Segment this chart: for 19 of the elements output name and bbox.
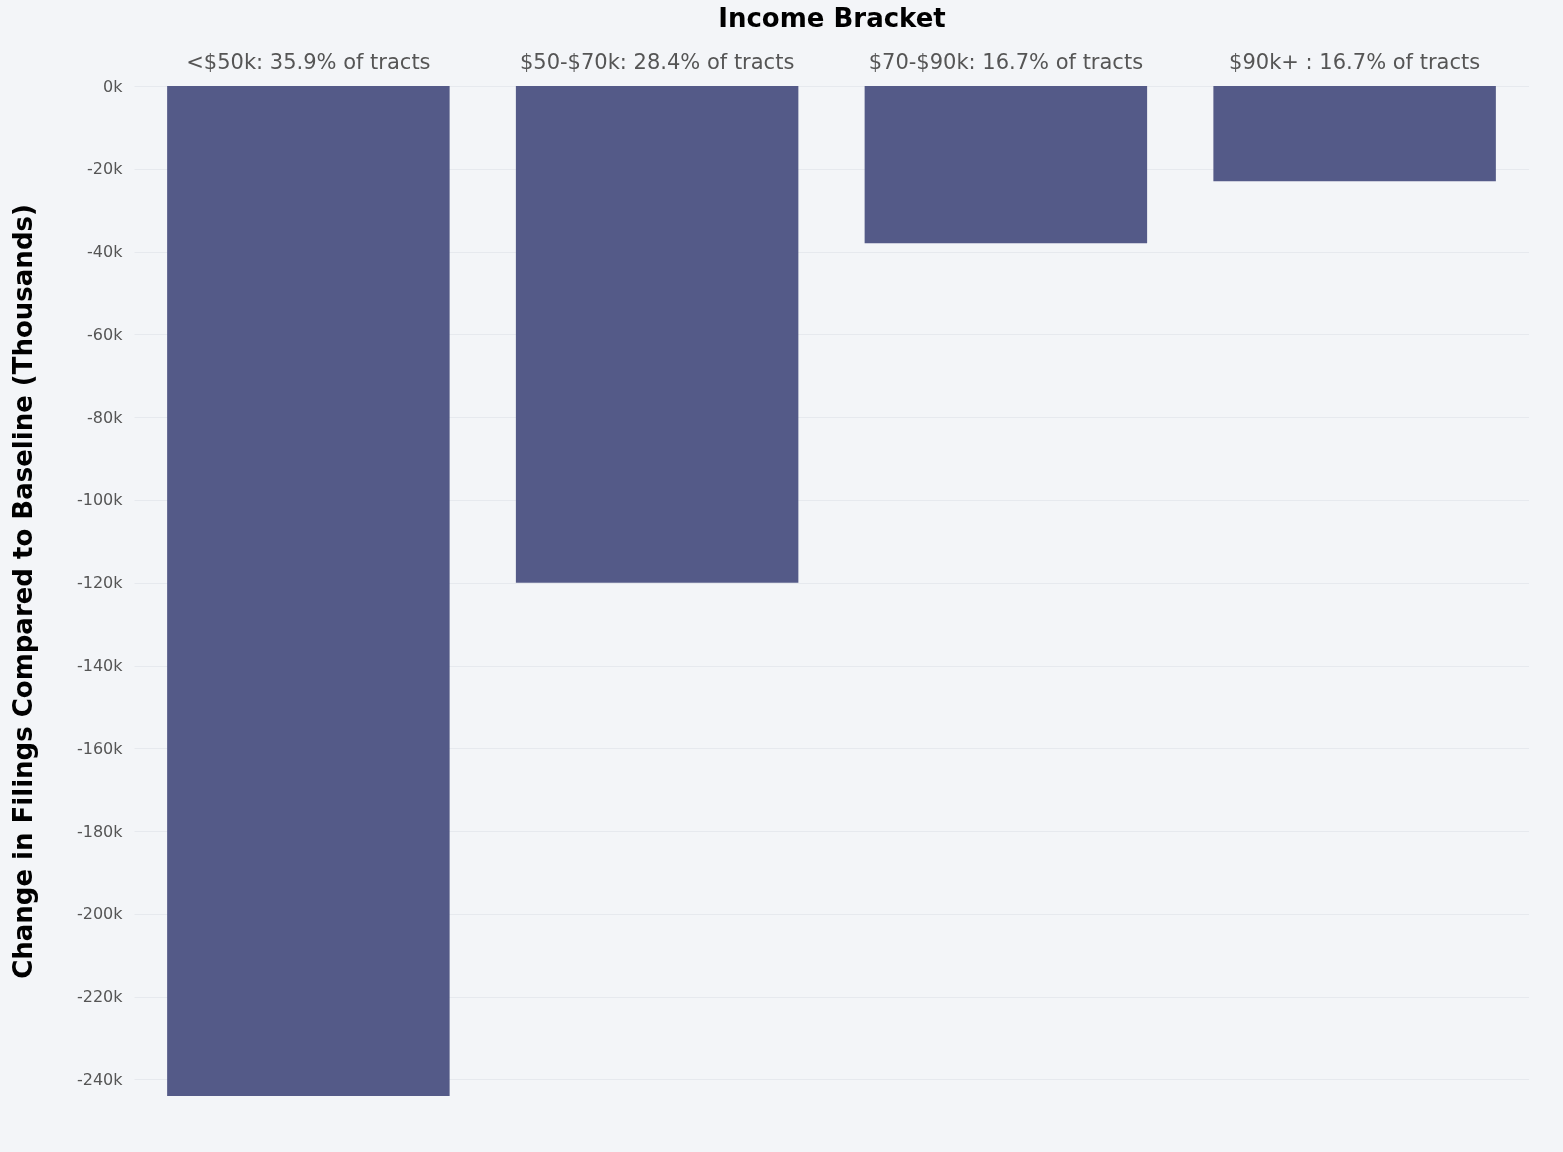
y-tick-label: -100k bbox=[76, 490, 124, 510]
y-tick-label: -200k bbox=[76, 904, 124, 924]
y-tick-label: -40k bbox=[87, 242, 124, 262]
y-tick-label: -140k bbox=[76, 656, 124, 676]
y-axis-title: Change in Filings Compared to Baseline (Thousands) bbox=[7, 204, 38, 979]
y-tick-label: -60k bbox=[87, 324, 124, 344]
x-tick-label: $50-$70k: 28.4% of tracts bbox=[519, 49, 795, 74]
y-tick-label: -180k bbox=[76, 821, 124, 841]
y-tick-label: -220k bbox=[76, 987, 124, 1007]
x-axis-title: Income Bracket bbox=[718, 2, 946, 33]
x-tick-label: <$50k: 35.9% of tracts bbox=[186, 49, 431, 74]
y-tick-label: -80k bbox=[87, 407, 124, 427]
x-tick-label: $70-$90k: 16.7% of tracts bbox=[868, 49, 1144, 74]
y-tick-label: -20k bbox=[87, 159, 124, 179]
y-tick-label: -240k bbox=[76, 1069, 124, 1089]
y-tick-label: -160k bbox=[76, 738, 124, 758]
y-tick-label: -120k bbox=[76, 573, 124, 593]
y-tick-label: 0k bbox=[103, 76, 124, 96]
x-tick-label: $90k+ : 16.7% of tracts bbox=[1229, 49, 1481, 74]
